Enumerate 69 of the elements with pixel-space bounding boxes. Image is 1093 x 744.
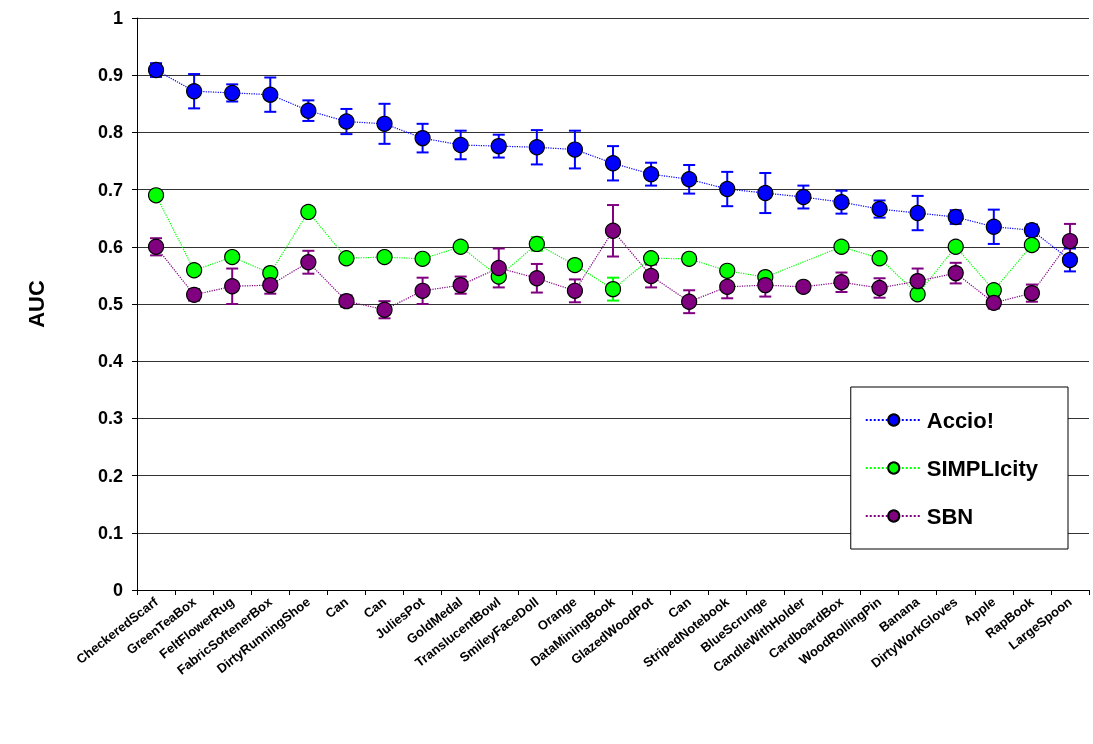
- point: [795, 278, 812, 295]
- point: [681, 171, 698, 188]
- point: [604, 281, 622, 298]
- point: [566, 282, 584, 299]
- point: [452, 238, 469, 255]
- y-tick-label: 0.3: [97, 408, 123, 429]
- y-tick-label: 0: [112, 580, 123, 600]
- point: [224, 249, 241, 266]
- point: [833, 194, 850, 211]
- point: [414, 130, 431, 147]
- point: [643, 250, 660, 267]
- point: [1023, 236, 1040, 254]
- point: [338, 113, 355, 130]
- point: [186, 83, 203, 100]
- point: [376, 249, 393, 266]
- point: [719, 262, 736, 279]
- point: [909, 286, 926, 303]
- point: [1061, 232, 1079, 250]
- point: [300, 254, 317, 271]
- point: [643, 267, 660, 285]
- y-tick-label: 0.4: [97, 351, 123, 372]
- y-tick-label: 1: [112, 8, 123, 28]
- point: [604, 155, 622, 172]
- point: [757, 184, 774, 202]
- y-tick-label: 0.5: [97, 294, 123, 314]
- point: [414, 282, 431, 299]
- point: [490, 259, 507, 277]
- point: [566, 141, 584, 158]
- y-tick-label: 0.1: [97, 522, 123, 543]
- point: [947, 238, 964, 255]
- y-tick-label: 0.7: [97, 179, 123, 200]
- point: [947, 265, 964, 282]
- point: [186, 262, 203, 279]
- point: [719, 278, 736, 295]
- point: [528, 270, 545, 287]
- point: [719, 180, 736, 198]
- y-axis-title: AUC: [23, 280, 49, 328]
- point: [147, 187, 165, 204]
- legend-label: SIMPLIcity: [926, 455, 1039, 481]
- point: [909, 204, 926, 222]
- x-tick-label: Can: [322, 594, 352, 622]
- y-tick-label: 0.8: [97, 122, 123, 143]
- point: [604, 222, 622, 239]
- point: [224, 278, 241, 295]
- point: [681, 250, 698, 267]
- y-tick-label: 0.9: [97, 65, 123, 86]
- point: [1061, 251, 1079, 269]
- legend-label: Accio!: [926, 407, 994, 433]
- point: [262, 86, 279, 103]
- y-tick-label: 0.2: [97, 465, 123, 486]
- point: [681, 293, 698, 310]
- point: [338, 250, 355, 267]
- point: [909, 273, 926, 290]
- y-tick-label: 0.6: [97, 236, 123, 257]
- point: [871, 250, 888, 267]
- point: [833, 238, 850, 255]
- point: [795, 188, 812, 206]
- point: [643, 166, 660, 183]
- point: [757, 277, 774, 294]
- point: [414, 250, 431, 267]
- point: [300, 203, 317, 220]
- point: [376, 115, 393, 132]
- point: [985, 218, 1002, 235]
- point: [262, 277, 279, 294]
- point: [528, 139, 545, 156]
- legend-label: SBN: [926, 503, 974, 529]
- point: [490, 138, 507, 155]
- point: [452, 136, 469, 154]
- point: [566, 257, 584, 274]
